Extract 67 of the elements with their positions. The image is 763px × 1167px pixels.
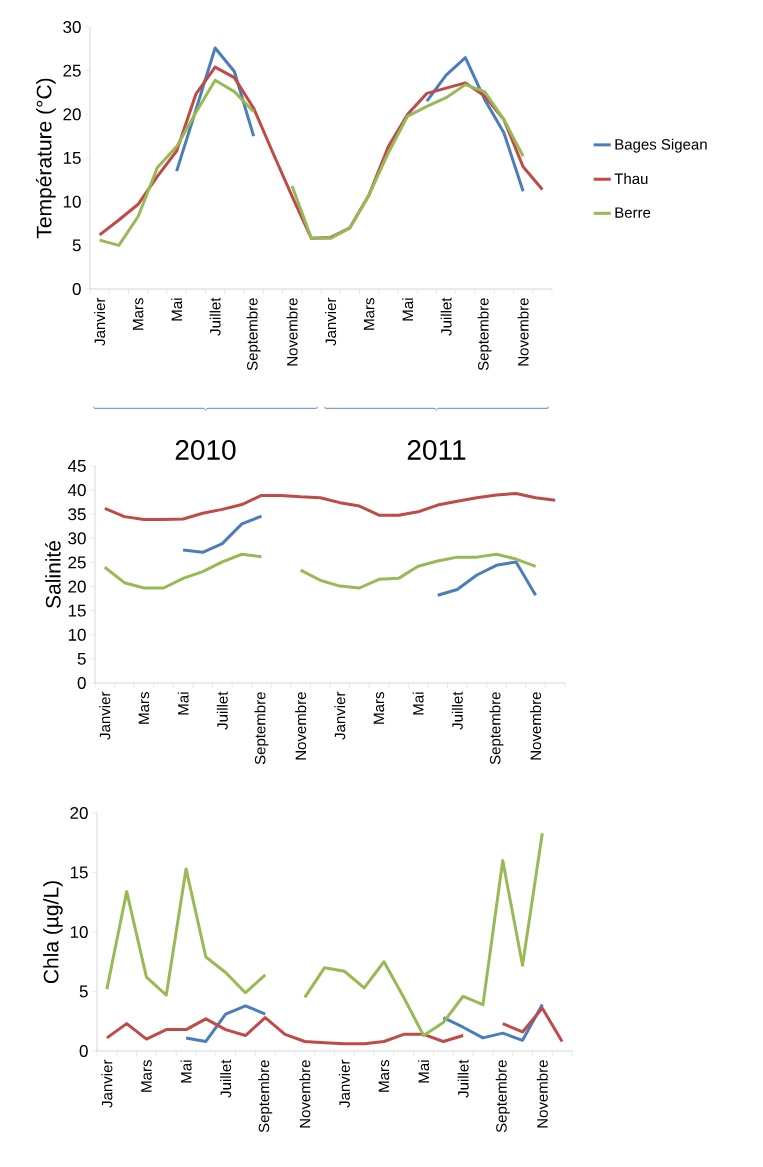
x-tick-label: Novembre xyxy=(530,692,542,760)
y-tick-label: 0 xyxy=(77,676,86,690)
x-tick-label: Novembre xyxy=(517,298,529,366)
y-tick-label: 45 xyxy=(67,460,86,472)
y-tick-label: 30 xyxy=(63,20,81,34)
y-tick-label: 0 xyxy=(72,282,81,296)
x-tick-label: Juillet xyxy=(216,691,228,730)
x-tick-label: Septembre xyxy=(246,298,261,371)
x-tick-label: Mai xyxy=(177,692,189,715)
y-tick-label: 10 xyxy=(68,628,86,641)
y-tick-label: 25 xyxy=(63,64,81,77)
x-tick-label: Juillet xyxy=(440,297,452,336)
y-tick-label: 40 xyxy=(67,484,86,497)
x-tick-label: Mars xyxy=(138,692,150,724)
y-tick-label: 35 xyxy=(68,508,86,521)
x-tick-label: Mars xyxy=(373,692,385,724)
x-tick-label: Janvier xyxy=(94,297,106,346)
x-tick-label: Septembre xyxy=(477,298,492,371)
y-tick-label: 25 xyxy=(68,556,86,569)
y-axis-title: Salinité xyxy=(45,541,61,608)
y-tick-label: 5 xyxy=(79,985,88,998)
x-tick-label: Juillet xyxy=(209,297,221,336)
y-tick-label: 5 xyxy=(77,652,86,665)
y-tick-label: 20 xyxy=(68,580,86,593)
x-tick-label: Juillet xyxy=(457,1059,469,1098)
text: 2011 xyxy=(407,440,466,460)
x-tick-label: Juillet xyxy=(451,691,463,730)
y-tick-label: 15 xyxy=(68,604,86,617)
x-tick-label: Janvier xyxy=(99,691,111,740)
x-tick-label: Mars xyxy=(363,298,375,330)
y-tick-label: 10 xyxy=(70,925,88,939)
x-tick-label: Mai xyxy=(418,1060,430,1083)
x-tick-label: Mars xyxy=(141,1060,152,1092)
text: 2010 xyxy=(175,440,236,460)
x-tick-label: Septembre xyxy=(489,692,504,765)
x-tick-label: Mai xyxy=(402,298,414,321)
x-tick-label: Janvier xyxy=(338,1059,350,1108)
x-tick-label: Janvier xyxy=(334,691,346,740)
x-tick-label: Juillet xyxy=(220,1059,232,1098)
y-tick-label: 30 xyxy=(68,532,86,545)
x-tick-label: Septembre xyxy=(258,1060,273,1133)
x-tick-label: Novembre xyxy=(299,1060,311,1128)
legend-label: Berre xyxy=(615,207,651,218)
y-tick-label: 15 xyxy=(70,866,88,879)
legend-label: Bages Sigean xyxy=(615,138,707,153)
x-tick-label: Mai xyxy=(412,692,424,715)
x-tick-label: Mai xyxy=(180,1060,192,1083)
x-tick-label: Janvier xyxy=(101,1059,113,1108)
line-series xyxy=(103,491,557,522)
x-tick-label: Mars xyxy=(132,298,144,330)
x-tick-label: Novembre xyxy=(286,298,298,366)
y-tick-label: 15 xyxy=(63,152,81,164)
x-tick-label: Septembre xyxy=(254,692,269,765)
y-tick-label: 10 xyxy=(63,195,81,208)
y-tick-label: 20 xyxy=(70,806,88,820)
x-tick-label: Janvier xyxy=(325,297,337,346)
x-tick-label: Septembre xyxy=(495,1060,510,1133)
x-tick-label: Mars xyxy=(378,1060,390,1092)
y-axis-title: Chla (µg/L) xyxy=(43,881,63,984)
y-axis-title: Température (°C) xyxy=(35,78,56,239)
y-tick-label: 0 xyxy=(79,1044,88,1058)
x-tick-label: Mai xyxy=(171,298,183,321)
y-tick-label: 20 xyxy=(63,108,81,121)
y-tick-label: 5 xyxy=(72,239,81,252)
legend-label: Thau xyxy=(614,173,648,185)
x-tick-label: Novembre xyxy=(536,1060,548,1128)
x-tick-label: Novembre xyxy=(295,692,307,760)
